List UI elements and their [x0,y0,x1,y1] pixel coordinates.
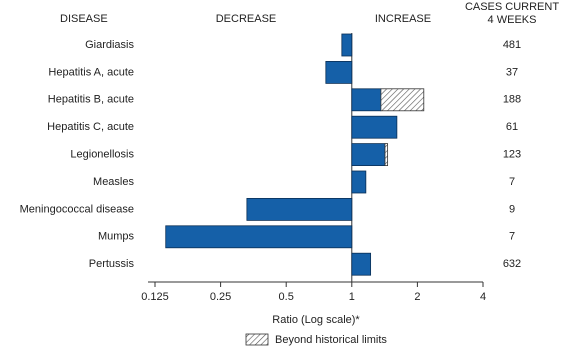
category-label: Measles [93,176,134,188]
bar [351,252,372,276]
cases-label: 7 [509,231,515,243]
category-label: Legionellosis [70,149,134,161]
bar [351,88,382,112]
legend-label: Beyond historical limits [275,334,387,346]
bar [351,143,386,167]
bar [351,170,367,194]
cases-label: 481 [503,39,521,51]
bar [351,115,398,139]
cases-label: 123 [503,149,521,161]
x-tick-label: 4 [480,291,486,303]
x-axis-label: Ratio (Log scale)* [272,314,360,326]
category-label: Hepatitis A, acute [48,66,134,78]
cases-label: 188 [503,94,521,106]
x-tick-label: 1 [349,291,355,303]
bar [246,197,353,221]
category-label: Giardiasis [85,39,134,51]
header-increase: INCREASE [375,13,431,25]
category-label: Hepatitis C, acute [47,121,134,133]
x-tick-label: 0.5 [279,291,294,303]
x-tick-label: 0.25 [210,291,231,303]
category-label: Mumps [98,231,135,243]
bar [325,61,353,84]
category-label: Hepatitis B, acute [48,94,134,106]
bar-beyond-limits [380,88,425,112]
header-cases: 4 WEEKS [488,14,537,26]
bar-beyond-limits [384,143,389,167]
legend-swatch [245,333,269,346]
header-cases: CASES CURRENT [465,1,559,13]
header-disease: DISEASE [60,13,108,25]
header-decrease: DECREASE [216,13,277,25]
bar [165,225,353,249]
cases-label: 61 [506,121,518,133]
x-tick-label: 2 [414,291,420,303]
category-label: Pertussis [89,258,135,270]
cases-label: 632 [503,258,521,270]
cases-label: 37 [506,66,518,78]
x-tick-label: 0.125 [141,291,169,303]
bar [341,33,353,57]
cases-label: 7 [509,176,515,188]
category-label: Meningococcal disease [20,203,134,215]
cases-label: 9 [509,203,515,215]
